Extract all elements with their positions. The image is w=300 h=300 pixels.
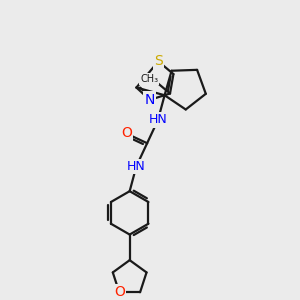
Text: O: O [121,127,132,140]
Text: HN: HN [148,113,167,127]
Text: HN: HN [127,160,146,173]
Text: N: N [145,93,155,107]
Text: S: S [154,54,163,68]
Text: CH₃: CH₃ [140,74,158,84]
Text: O: O [114,285,125,299]
